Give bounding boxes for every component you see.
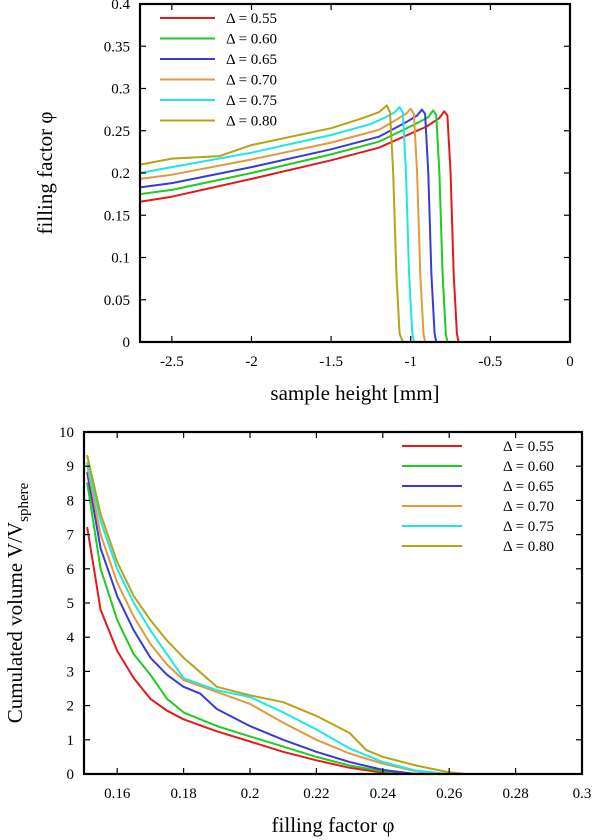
top-legend-label-4: Δ = 0.70 [226, 73, 277, 89]
top-y-tick-label: 0.2 [111, 166, 130, 182]
top-series-line-1 [139, 110, 460, 343]
bottom-legend-label-2: Δ = 0.60 [503, 459, 554, 475]
top-y-tick-label: 0.35 [104, 39, 130, 55]
top-series-line-4 [139, 107, 427, 343]
top-series-line-5 [139, 106, 415, 343]
top-legend-label-5: Δ = 0.75 [226, 93, 277, 109]
top-y-tick-label: 0.3 [111, 82, 130, 98]
bottom-legend-label-1: Δ = 0.55 [503, 439, 554, 455]
top-x-tick-label: -0.5 [478, 354, 502, 370]
bottom-y-tick-label: 2 [67, 699, 75, 715]
bottom-x-tick-label: 0.22 [303, 786, 329, 802]
bottom-y-tick-label: 10 [59, 425, 74, 441]
bottom-series-line-4 [86, 465, 434, 775]
top-legend: Δ = 0.55 Δ = 0.60 Δ = 0.65 Δ = 0.70 Δ = 0.75… [160, 11, 277, 130]
top-series-line-3 [139, 108, 438, 343]
bottom-y-tick-label: 7 [67, 528, 75, 544]
top-y-axis-label: filling factor φ [33, 112, 57, 235]
top-y-tick-label: 0.1 [111, 251, 130, 267]
bottom-y-tick-label: 3 [67, 664, 75, 680]
bottom-x-tick-label: 0.24 [370, 786, 397, 802]
top-x-tick-label: -2 [245, 354, 258, 370]
bottom-y-tick-label: 5 [67, 596, 75, 612]
top-x-tick-label: -1 [404, 354, 417, 370]
bottom-series-line-1 [86, 526, 401, 775]
bottom-y-tick-label: 9 [67, 459, 75, 475]
bottom-x-tick-label: 0.18 [170, 786, 196, 802]
top-y-tick-label: 0 [123, 335, 131, 351]
bottom-legend-label-3: Δ = 0.65 [503, 479, 554, 495]
bottom-legend-label-5: Δ = 0.75 [503, 519, 554, 535]
bottom-legend-label-6: Δ = 0.80 [503, 539, 554, 555]
bottom-x-tick-label: 0.3 [573, 786, 592, 802]
top-legend-label-1: Δ = 0.55 [226, 11, 277, 27]
bottom-y-axis-label-subscript: sphere [16, 482, 32, 521]
top-x-tick-label: -2.5 [160, 354, 184, 370]
bottom-y-tick-label: 1 [67, 733, 75, 749]
bottom-series-line-6 [86, 454, 467, 775]
bottom-y-tick-label: 0 [67, 767, 75, 783]
top-x-tick-label: -1.5 [319, 354, 343, 370]
top-y-tick-label: 0.4 [111, 0, 130, 13]
bottom-y-tick-label: 4 [67, 630, 75, 646]
bottom-x-tick-label: 0.2 [241, 786, 260, 802]
bottom-x-axis-label: filling factor φ [272, 813, 395, 837]
top-x-tick-label: 0 [566, 354, 574, 370]
top-legend-label-3: Δ = 0.65 [226, 52, 277, 68]
bottom-x-tick-label: 0.16 [104, 786, 131, 802]
bottom-y-axis-label: Cumulated volume V/Vsphere [3, 482, 32, 723]
top-y-tick-label: 0.15 [104, 208, 130, 224]
bottom-y-tick-label: 6 [67, 562, 75, 578]
top-series-line-2 [139, 109, 449, 343]
bottom-legend-label-4: Δ = 0.70 [503, 499, 554, 515]
bottom-y-tick-label: 8 [67, 493, 75, 509]
bottom-x-tick-label: 0.28 [502, 786, 528, 802]
top-y-tick-label: 0.05 [104, 293, 130, 309]
top-series-line-6 [139, 104, 404, 343]
top-plot-frame [138, 2, 572, 344]
top-x-axis-label: sample height [mm] [270, 381, 439, 405]
top-legend-label-2: Δ = 0.60 [226, 32, 277, 48]
bottom-series-line-3 [86, 472, 417, 775]
bottom-legend: Δ = 0.55 Δ = 0.60 Δ = 0.65 Δ = 0.70 Δ = 0.75… [402, 439, 554, 555]
bottom-x-tick-label: 0.26 [436, 786, 463, 802]
bottom-series-line-5 [86, 461, 451, 775]
top-legend-label-6: Δ = 0.80 [226, 114, 277, 130]
bottom-chart: 0.16 0.18 0.2 0.22 0.24 0.26 0.28 0.3 0 1 2 3 4 5 6 7 8 9… [3, 425, 591, 837]
bottom-series-line-2 [86, 482, 417, 775]
top-chart: -2.5 -2 -1.5 -1 -0.5 0 0 0.05 0.1 0.15 0.2 0.25 0.3 0… [33, 0, 574, 405]
top-y-tick-label: 0.25 [104, 124, 130, 140]
